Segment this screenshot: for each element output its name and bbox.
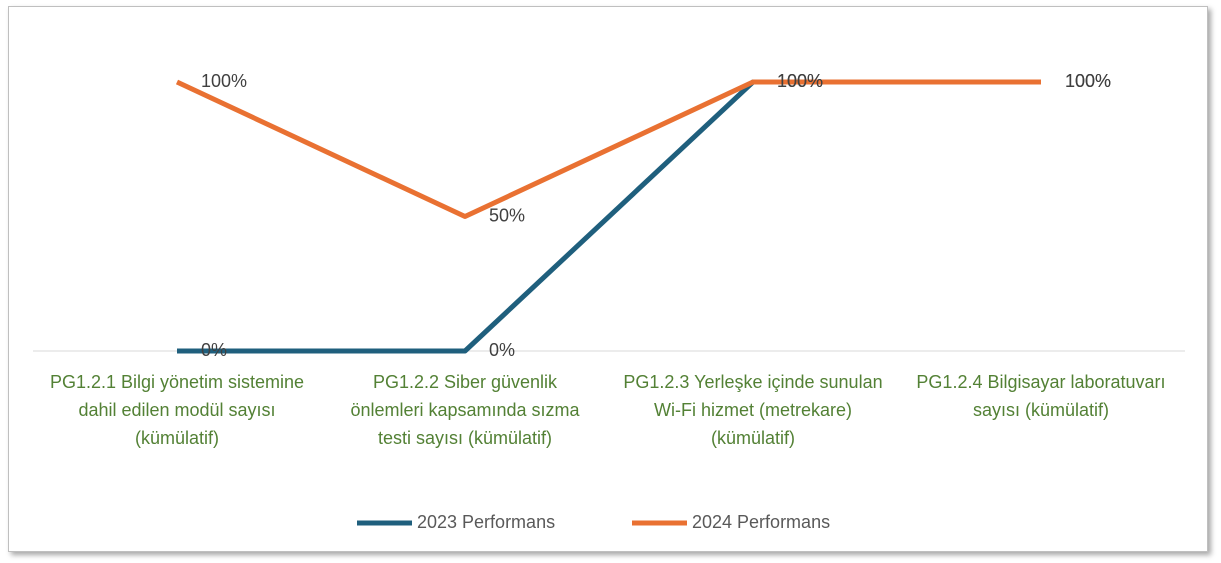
x-tick-label: PG1.2.3 Yerleşke içinde sunulan Wi-Fi hi… <box>623 372 883 448</box>
series-line <box>177 79 1041 354</box>
data-label: 100% <box>1065 71 1111 91</box>
data-label: 0% <box>201 340 227 360</box>
data-label: 0% <box>489 340 515 360</box>
series-line <box>175 79 1041 219</box>
data-label: 100% <box>201 71 247 91</box>
legend-label: 2024 Performans <box>692 512 830 532</box>
x-tick-label: PG1.2.4 Bilgisayar laboratuvarı sayısı (… <box>916 372 1166 420</box>
data-label: 100% <box>1065 71 1111 91</box>
data-label: 100% <box>777 71 823 91</box>
data-label: 100% <box>777 71 823 91</box>
x-tick-label: PG1.2.1 Bilgi yönetim sistemine dahil ed… <box>49 372 305 448</box>
x-tick-label: PG1.2.2 Siber güvenlik önlemleri kapsamı… <box>350 372 580 448</box>
legend-label: 2023 Performans <box>417 512 555 532</box>
data-label: 50% <box>489 205 525 225</box>
